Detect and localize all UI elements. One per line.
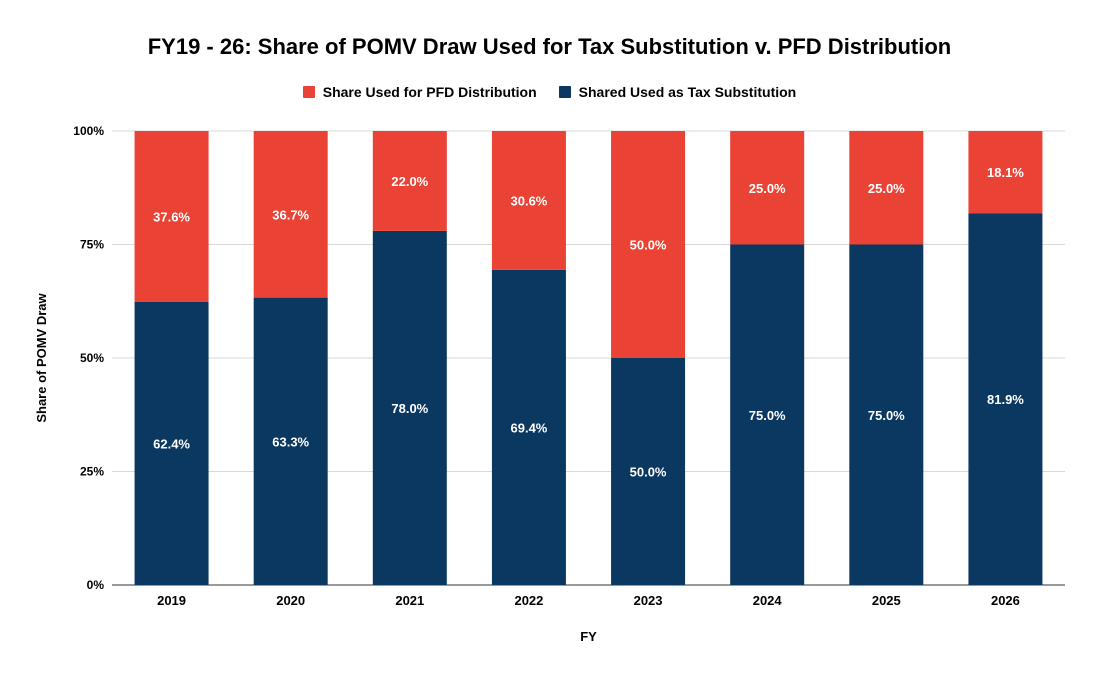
y-tick-label: 25% [80, 465, 104, 479]
legend: Share Used for PFD Distribution Shared U… [0, 84, 1099, 100]
data-label-pfd: 50.0% [630, 238, 667, 253]
bar-pfd-distribution [730, 131, 805, 245]
y-axis-title: Share of POMV Draw [34, 292, 49, 422]
bar-tax-substitution [968, 213, 1043, 585]
legend-swatch-pfd [302, 86, 315, 98]
data-label-pfd: 30.6% [511, 193, 548, 208]
data-label-pfd: 25.0% [749, 181, 786, 196]
x-tick-label: 2019 [157, 593, 186, 608]
bar-tax-substitution [372, 230, 447, 585]
y-tick-label: 100% [73, 124, 104, 138]
x-tick-label: 2022 [514, 593, 543, 608]
bar-tax-substitution [491, 269, 566, 585]
x-tick-label: 2025 [872, 593, 901, 608]
data-label-tax: 69.4% [511, 420, 548, 435]
chart-title: FY19 - 26: Share of POMV Draw Used for T… [147, 34, 952, 59]
data-label-pfd: 37.6% [153, 209, 190, 224]
x-tick-label: 2024 [753, 593, 783, 608]
x-tick-label: 2021 [395, 593, 424, 608]
bar-pfd-distribution [611, 131, 686, 358]
bar-tax-substitution [253, 297, 328, 585]
data-label-pfd: 22.0% [391, 174, 428, 189]
bar-pfd-distribution [849, 131, 924, 245]
x-tick-label: 2023 [634, 593, 663, 608]
bar-tax-substitution [849, 244, 924, 585]
data-label-tax: 81.9% [987, 392, 1024, 407]
bar-tax-substitution [611, 358, 686, 585]
x-axis-title: FY [580, 629, 597, 644]
data-label-tax: 75.0% [749, 408, 786, 423]
x-tick-label: 2026 [991, 593, 1020, 608]
legend-label-tax: Shared Used as Tax Substitution [578, 84, 797, 100]
y-tick-label: 50% [80, 351, 104, 365]
data-label-pfd: 18.1% [987, 165, 1024, 180]
data-label-tax: 50.0% [630, 465, 667, 480]
data-label-pfd: 25.0% [868, 181, 905, 196]
bar-pfd-distribution [253, 131, 328, 298]
data-label-pfd: 36.7% [272, 207, 309, 222]
data-label-tax: 62.4% [153, 436, 190, 451]
legend-item-pfd: Share Used for PFD Distribution [302, 84, 537, 100]
bar-tax-substitution [730, 244, 805, 585]
bar-tax-substitution [134, 301, 209, 585]
y-tick-label: 75% [80, 238, 104, 252]
bar-pfd-distribution [491, 131, 566, 270]
legend-swatch-tax [558, 86, 571, 98]
data-label-tax: 63.3% [272, 434, 309, 449]
bar-pfd-distribution [134, 131, 209, 302]
data-label-tax: 78.0% [391, 401, 428, 416]
y-tick-label: 0% [87, 578, 105, 592]
bar-pfd-distribution [372, 131, 447, 231]
x-tick-label: 2020 [276, 593, 305, 608]
legend-item-tax: Shared Used as Tax Substitution [558, 84, 797, 100]
legend-label-pfd: Share Used for PFD Distribution [322, 84, 537, 100]
data-label-tax: 75.0% [868, 408, 905, 423]
bar-pfd-distribution [968, 131, 1043, 214]
